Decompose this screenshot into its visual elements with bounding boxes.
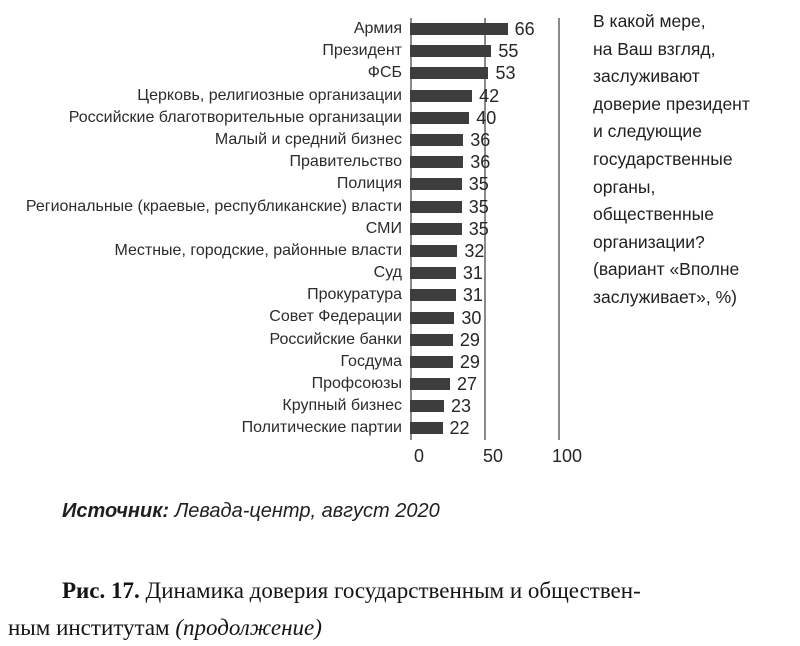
bar — [410, 111, 470, 124]
bar — [410, 45, 492, 58]
gridline-100 — [558, 18, 560, 440]
category-label: Церковь, религиозные организации — [137, 86, 402, 104]
bar-row: 35 — [410, 196, 600, 218]
figure-number: Рис. 17. — [62, 578, 140, 603]
chart-plot: 66 55 53 42 40 36 36 35 35 35 32 31 31 30 29 29 27 23 22 — [410, 18, 600, 440]
bar — [410, 422, 443, 435]
bar — [410, 400, 445, 413]
category-label: Малый и средний бизнес — [214, 130, 402, 148]
category-label: Профсоюзы — [311, 375, 402, 392]
bar — [410, 355, 453, 368]
source-text: Левада-центр, август 2020 — [169, 500, 440, 522]
bar-row: 36 — [410, 151, 600, 173]
value-label: 29 — [459, 329, 480, 350]
caption-line1: Динамика доверия государственным и общес… — [139, 578, 641, 603]
value-label: 35 — [468, 218, 489, 239]
chart-annotation: В какой мере, на Ваш взгляд, заслуживают… — [593, 11, 750, 307]
bar — [410, 156, 464, 169]
value-label: 32 — [464, 240, 485, 261]
figure: Армия Президент ФСБ Церковь, религиозные ор… — [0, 11, 750, 640]
x-tick-label: 0 — [413, 446, 425, 466]
category-label: Российские благотворительные организации — [68, 108, 402, 126]
value-label: 27 — [456, 374, 477, 395]
value-label: 36 — [470, 152, 491, 173]
category-label: Местные, городские, районные власти — [114, 241, 402, 259]
bar — [410, 289, 456, 302]
bar — [410, 89, 473, 102]
category-label: ФСБ — [367, 64, 402, 82]
bar — [410, 311, 455, 324]
bar — [410, 23, 508, 36]
category-label: Правительство — [289, 153, 402, 171]
category-label: Прокуратура — [307, 286, 402, 304]
bar — [410, 67, 489, 80]
bar-row: 36 — [410, 129, 600, 151]
value-label: 40 — [476, 107, 497, 128]
bar — [410, 178, 462, 191]
bar — [410, 134, 464, 147]
bar — [410, 333, 453, 346]
bar-row: 22 — [410, 417, 600, 439]
bar-row: 23 — [410, 395, 600, 417]
bar-row: 27 — [410, 373, 600, 395]
value-label: 53 — [495, 63, 516, 84]
figure-caption: Рис. 17. Динамика доверия государственны… — [8, 572, 796, 646]
category-label: Российские банки — [269, 330, 403, 348]
value-label: 31 — [462, 263, 483, 284]
bar-row: 55 — [410, 40, 600, 62]
bar-row: 32 — [410, 240, 600, 262]
bar — [410, 378, 450, 391]
value-label: 42 — [479, 85, 500, 106]
category-label: Полиция — [336, 175, 402, 193]
bar — [410, 267, 456, 280]
value-label: 66 — [514, 19, 535, 40]
category-label: Госдума — [340, 352, 402, 370]
bar-row: 30 — [410, 306, 600, 328]
category-label: Региональные (краевые, республиканские) … — [25, 197, 402, 215]
caption-continuation: (продолжение) — [175, 615, 322, 640]
value-label: 55 — [498, 41, 519, 62]
category-label: СМИ — [365, 219, 402, 237]
bar — [410, 244, 458, 257]
bar-row: 35 — [410, 173, 600, 195]
category-labels: Армия Президент ФСБ Церковь, религиозные ор… — [0, 18, 410, 440]
value-label: 23 — [451, 396, 472, 417]
x-tick-label: 100 — [551, 446, 583, 466]
category-label: Крупный бизнес — [282, 397, 402, 415]
bar-row: 29 — [410, 329, 600, 351]
value-label: 29 — [459, 351, 480, 372]
bar-row: 42 — [410, 85, 600, 107]
category-label: Политические партии — [241, 419, 402, 437]
bar-row: 40 — [410, 107, 600, 129]
bar-row: 31 — [410, 284, 600, 306]
bar-row: 53 — [410, 62, 600, 84]
bar — [410, 200, 462, 213]
bar-row: 31 — [410, 262, 600, 284]
category-label: Суд — [373, 264, 402, 282]
caption-line2: ным институтам — [8, 615, 176, 640]
value-label: 35 — [468, 174, 489, 195]
source-note: Источник: Левада-центр, август 2020 — [62, 500, 440, 523]
bar-row: 35 — [410, 218, 600, 240]
value-label: 31 — [462, 285, 483, 306]
source-label: Источник: — [62, 500, 170, 522]
value-label: 30 — [461, 307, 482, 328]
x-tick-label: 50 — [482, 446, 504, 466]
value-label: 35 — [468, 196, 489, 217]
bar-row: 66 — [410, 18, 600, 40]
value-label: 36 — [470, 130, 491, 151]
bar-row: 29 — [410, 351, 600, 373]
category-label: Президент — [322, 42, 402, 60]
category-label: Армия — [353, 20, 402, 37]
x-axis: 0 50 100 — [410, 444, 630, 470]
bar — [410, 222, 462, 235]
category-label: Совет Федерации — [269, 308, 402, 326]
gridline-50 — [484, 18, 486, 440]
bar-chart: Армия Президент ФСБ Церковь, религиозные ор… — [0, 18, 600, 440]
value-label: 22 — [449, 418, 470, 439]
